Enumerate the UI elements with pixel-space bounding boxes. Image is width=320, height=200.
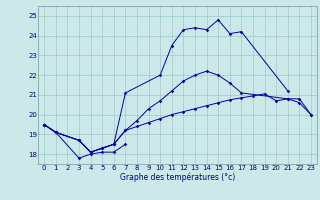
X-axis label: Graphe des températures (°c): Graphe des températures (°c) (120, 173, 235, 182)
